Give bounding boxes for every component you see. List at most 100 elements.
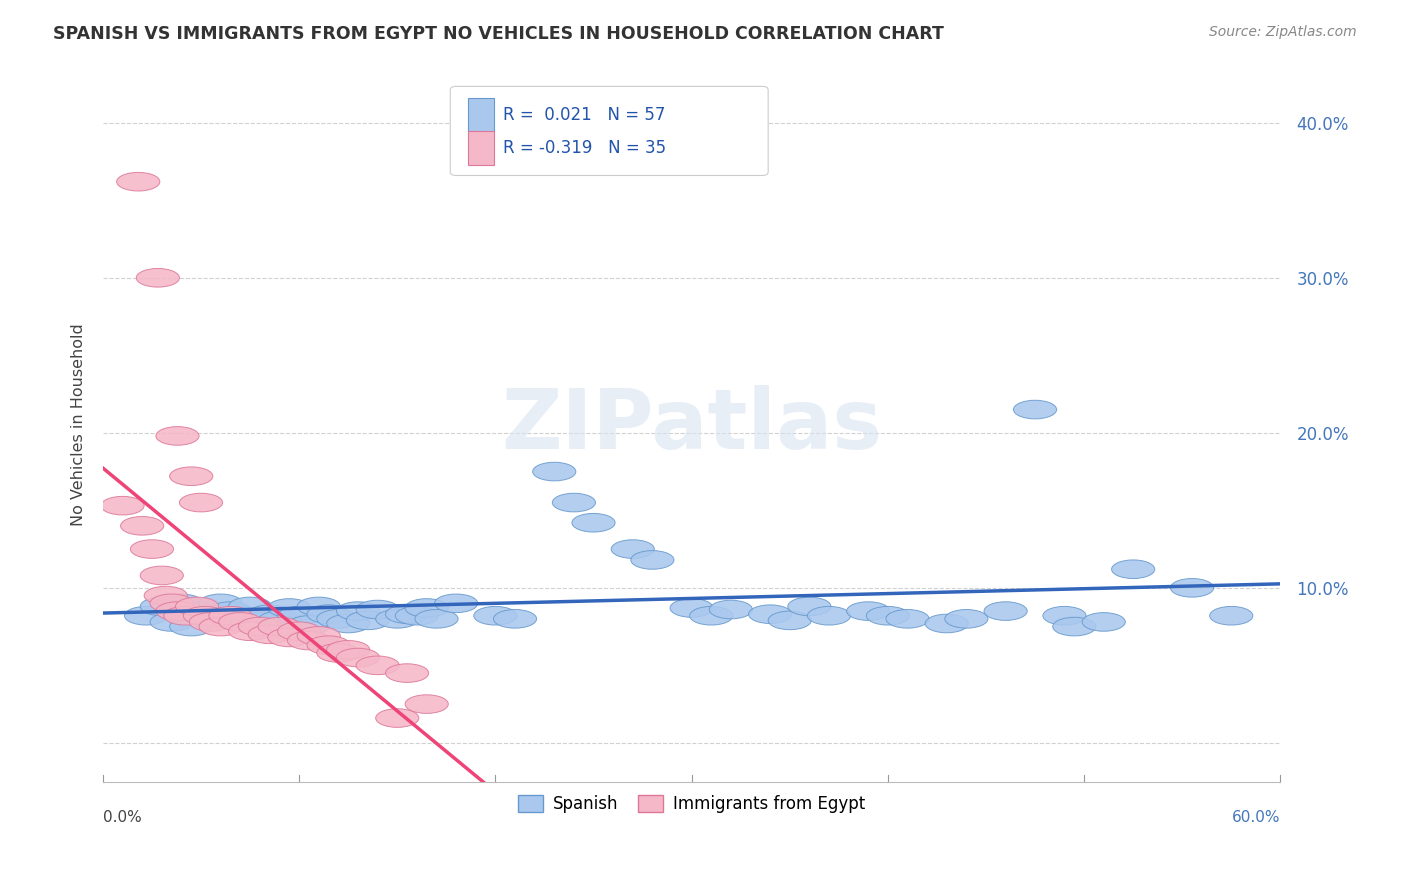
Ellipse shape bbox=[183, 607, 226, 625]
Text: R = -0.319   N = 35: R = -0.319 N = 35 bbox=[503, 139, 666, 157]
Ellipse shape bbox=[125, 607, 167, 625]
Ellipse shape bbox=[768, 611, 811, 630]
Ellipse shape bbox=[1014, 401, 1057, 419]
Text: R =  0.021   N = 57: R = 0.021 N = 57 bbox=[503, 106, 665, 124]
Ellipse shape bbox=[257, 611, 301, 630]
Ellipse shape bbox=[267, 599, 311, 617]
Ellipse shape bbox=[690, 607, 733, 625]
Ellipse shape bbox=[326, 640, 370, 659]
Ellipse shape bbox=[297, 597, 340, 615]
Ellipse shape bbox=[474, 607, 517, 625]
Ellipse shape bbox=[375, 709, 419, 727]
Ellipse shape bbox=[163, 607, 207, 625]
Ellipse shape bbox=[297, 626, 340, 645]
Ellipse shape bbox=[553, 493, 596, 512]
Ellipse shape bbox=[277, 607, 321, 625]
Ellipse shape bbox=[121, 516, 163, 535]
Ellipse shape bbox=[866, 607, 910, 625]
Ellipse shape bbox=[307, 605, 350, 624]
Ellipse shape bbox=[671, 599, 713, 617]
Ellipse shape bbox=[748, 605, 792, 624]
Ellipse shape bbox=[984, 602, 1028, 620]
Ellipse shape bbox=[176, 597, 219, 615]
Ellipse shape bbox=[117, 172, 160, 191]
Ellipse shape bbox=[136, 268, 180, 287]
Ellipse shape bbox=[356, 600, 399, 619]
Ellipse shape bbox=[709, 600, 752, 619]
Ellipse shape bbox=[170, 467, 212, 485]
Ellipse shape bbox=[267, 628, 311, 647]
Ellipse shape bbox=[945, 609, 988, 628]
Ellipse shape bbox=[307, 636, 350, 655]
Ellipse shape bbox=[316, 609, 360, 628]
Ellipse shape bbox=[494, 609, 537, 628]
FancyBboxPatch shape bbox=[450, 87, 768, 176]
Ellipse shape bbox=[131, 540, 173, 558]
Ellipse shape bbox=[336, 648, 380, 667]
Ellipse shape bbox=[141, 597, 183, 615]
Ellipse shape bbox=[612, 540, 654, 558]
Ellipse shape bbox=[356, 656, 399, 674]
Ellipse shape bbox=[160, 594, 202, 613]
Ellipse shape bbox=[209, 607, 252, 625]
Ellipse shape bbox=[180, 602, 222, 620]
Ellipse shape bbox=[395, 607, 439, 625]
Ellipse shape bbox=[156, 602, 200, 620]
Text: ZIPatlas: ZIPatlas bbox=[501, 384, 882, 466]
Ellipse shape bbox=[156, 426, 200, 445]
Ellipse shape bbox=[1083, 613, 1125, 632]
Ellipse shape bbox=[326, 615, 370, 632]
Ellipse shape bbox=[287, 632, 330, 650]
Text: SPANISH VS IMMIGRANTS FROM EGYPT NO VEHICLES IN HOUSEHOLD CORRELATION CHART: SPANISH VS IMMIGRANTS FROM EGYPT NO VEHI… bbox=[53, 25, 945, 43]
Ellipse shape bbox=[229, 622, 271, 640]
Ellipse shape bbox=[846, 602, 890, 620]
Ellipse shape bbox=[150, 613, 193, 632]
Ellipse shape bbox=[238, 613, 281, 632]
Ellipse shape bbox=[200, 594, 242, 613]
Ellipse shape bbox=[631, 550, 673, 569]
Ellipse shape bbox=[257, 617, 301, 636]
Ellipse shape bbox=[190, 613, 232, 632]
Ellipse shape bbox=[1209, 607, 1253, 625]
Ellipse shape bbox=[375, 609, 419, 628]
FancyBboxPatch shape bbox=[468, 98, 494, 132]
Ellipse shape bbox=[287, 615, 330, 634]
Ellipse shape bbox=[572, 514, 614, 532]
Ellipse shape bbox=[405, 599, 449, 617]
Ellipse shape bbox=[190, 609, 232, 628]
Ellipse shape bbox=[925, 615, 969, 632]
Ellipse shape bbox=[346, 611, 389, 630]
Ellipse shape bbox=[170, 617, 212, 636]
Ellipse shape bbox=[209, 602, 252, 620]
Ellipse shape bbox=[200, 617, 242, 636]
Ellipse shape bbox=[336, 602, 380, 620]
Ellipse shape bbox=[807, 607, 851, 625]
Ellipse shape bbox=[316, 644, 360, 662]
Ellipse shape bbox=[1053, 617, 1095, 636]
Ellipse shape bbox=[219, 613, 262, 632]
Ellipse shape bbox=[145, 586, 187, 605]
Ellipse shape bbox=[385, 664, 429, 682]
Ellipse shape bbox=[247, 625, 291, 644]
Ellipse shape bbox=[1043, 607, 1085, 625]
Ellipse shape bbox=[219, 607, 262, 625]
Ellipse shape bbox=[229, 597, 271, 615]
Ellipse shape bbox=[180, 493, 222, 512]
Ellipse shape bbox=[277, 622, 321, 640]
Ellipse shape bbox=[385, 605, 429, 624]
Ellipse shape bbox=[1170, 579, 1213, 597]
Text: Source: ZipAtlas.com: Source: ZipAtlas.com bbox=[1209, 25, 1357, 39]
Text: 0.0%: 0.0% bbox=[103, 810, 142, 824]
Ellipse shape bbox=[247, 605, 291, 624]
Ellipse shape bbox=[415, 609, 458, 628]
Ellipse shape bbox=[405, 695, 449, 714]
Y-axis label: No Vehicles in Household: No Vehicles in Household bbox=[72, 324, 86, 526]
Legend: Spanish, Immigrants from Egypt: Spanish, Immigrants from Egypt bbox=[512, 789, 872, 820]
Ellipse shape bbox=[1112, 560, 1154, 579]
Ellipse shape bbox=[150, 594, 193, 613]
Ellipse shape bbox=[434, 594, 478, 613]
Ellipse shape bbox=[141, 566, 183, 585]
Ellipse shape bbox=[787, 597, 831, 615]
Ellipse shape bbox=[886, 609, 929, 628]
Text: 60.0%: 60.0% bbox=[1232, 810, 1281, 824]
